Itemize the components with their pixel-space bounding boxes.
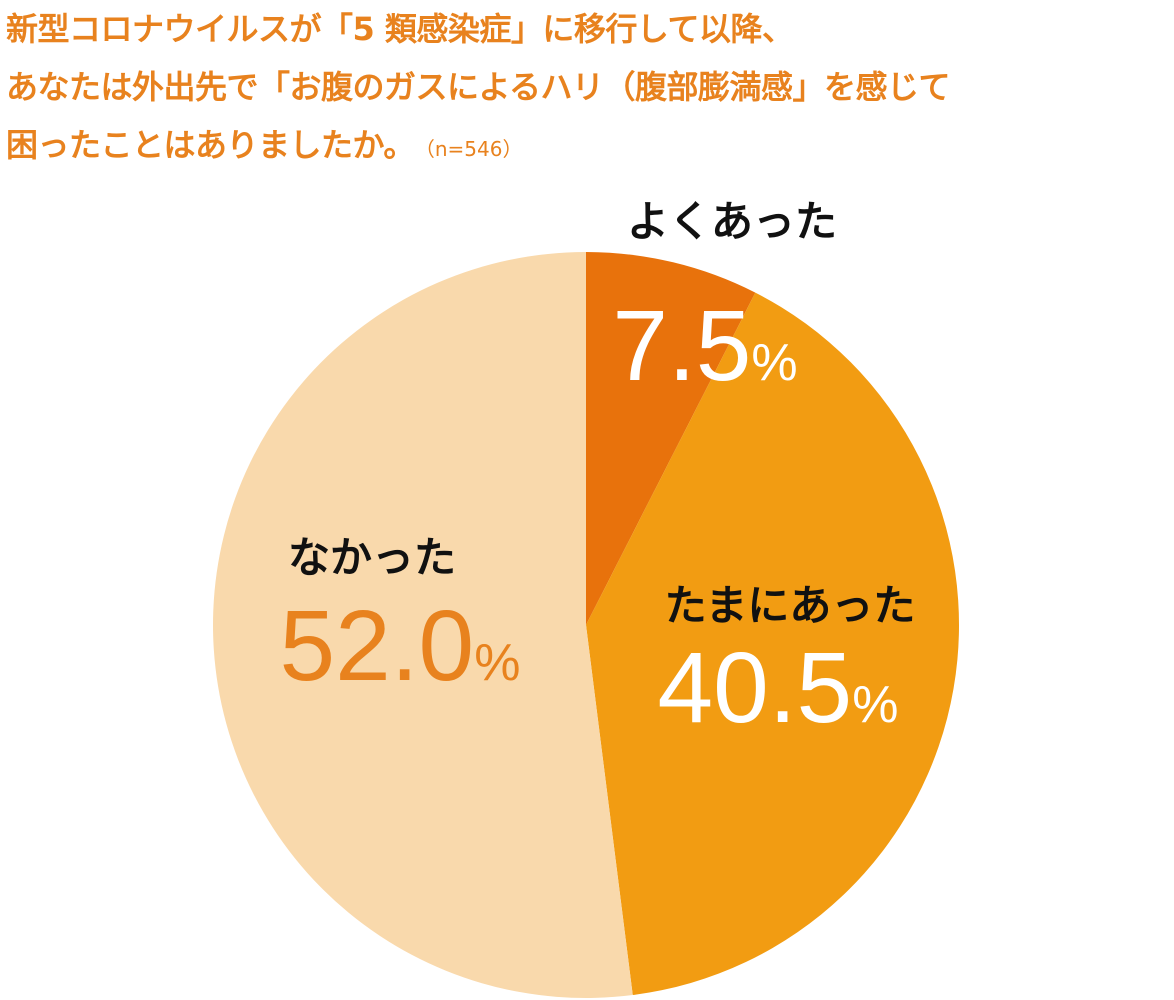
- title-line-3: 困ったことはありましたか。 （n=546）: [6, 116, 1174, 178]
- pie-slice-1: [586, 252, 756, 625]
- pie-slice-3: [213, 252, 633, 998]
- slice-value-3: 52.0%: [280, 590, 521, 702]
- slice-value-1: 7.5%: [612, 290, 797, 402]
- title-line-1: 新型コロナウイルスが「5 類感染症」に移行して以降、: [6, 10, 794, 48]
- sample-size-note: （n=546）: [424, 137, 523, 161]
- slice-value-2: 40.5%: [658, 632, 899, 744]
- slice-label-2: たまにあった: [665, 581, 916, 630]
- slice-label-1: よくあった: [627, 197, 837, 246]
- title-line-2: あなたは外出先で「お腹のガスによるハリ（腹部膨満感」を感じて: [6, 68, 951, 106]
- pie-slice-2: [586, 292, 960, 996]
- title-line-3-text: 困ったことはありましたか。: [6, 126, 415, 164]
- slice-label-3: なかった: [288, 533, 456, 582]
- chart-title: 新型コロナウイルスが「5 類感染症」に移行して以降、 あなたは外出先で「お腹のガ…: [6, 0, 1174, 178]
